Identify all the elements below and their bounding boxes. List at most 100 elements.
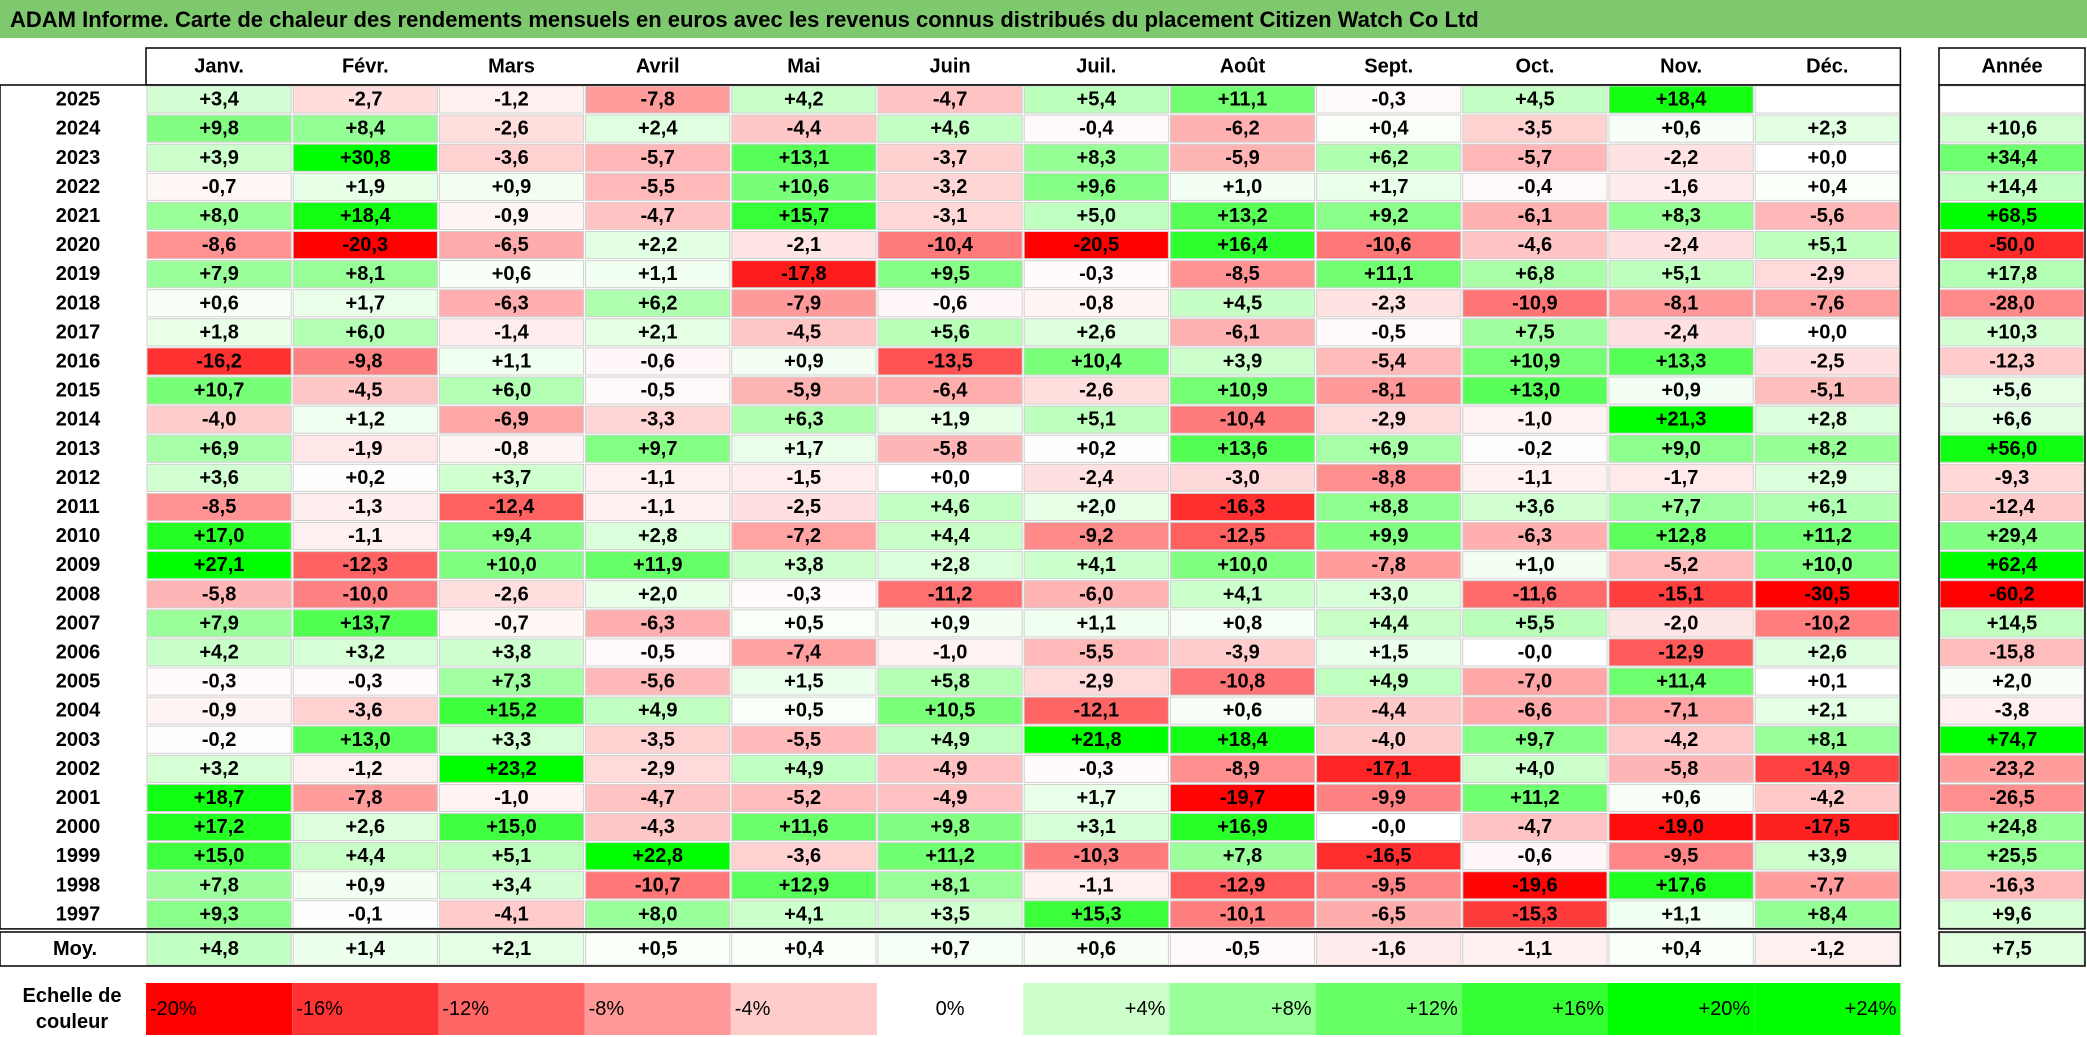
heatmap-cell — [146, 725, 292, 754]
heatmap-cell-value: +4,9 — [930, 729, 969, 751]
month-header-1: Janv. — [194, 56, 244, 78]
heatmap-cell — [292, 231, 438, 260]
heatmap-cell-value: -6,6 — [1518, 700, 1552, 722]
heatmap-cell — [1169, 405, 1316, 434]
heatmap-cell-value: +17,2 — [194, 816, 245, 838]
heatmap-cell-value: -7,9 — [787, 292, 821, 314]
heatmap-cell — [1754, 638, 1900, 667]
heatmap-cell-value: -1,2 — [494, 89, 528, 111]
year-label-2016: 2016 — [56, 350, 101, 372]
heatmap-cell-value: -2,9 — [1371, 409, 1405, 431]
heatmap-cell-value: -2,4 — [1664, 234, 1699, 256]
heatmap-cell-value: +3,4 — [492, 874, 532, 896]
month-header-5: Mai — [787, 56, 820, 78]
annual-cell — [1939, 696, 2085, 725]
heatmap-cell-value: -0,1 — [348, 903, 382, 925]
heatmap-cell-value: +4,6 — [930, 118, 969, 140]
heatmap-cell — [585, 434, 731, 463]
heatmap-cell — [1462, 551, 1608, 580]
heatmap-cell — [877, 376, 1023, 405]
heatmap-cell-value: -4,2 — [1664, 729, 1698, 751]
heatmap-cell — [1754, 143, 1900, 172]
heatmap-cell — [877, 114, 1023, 143]
heatmap-cell — [731, 609, 877, 638]
heatmap-cell — [1754, 725, 1900, 754]
heatmap-cell-value: -2,6 — [494, 118, 528, 140]
heatmap-cell — [585, 813, 731, 842]
heatmap-cell — [146, 405, 292, 434]
heatmap-cell-value: +11,6 — [779, 816, 829, 838]
heatmap-cell — [731, 463, 877, 492]
heatmap-cell — [1608, 231, 1754, 260]
annual-cell — [1939, 871, 2085, 900]
heatmap-cell-value: -4,5 — [787, 321, 821, 343]
heatmap-cell — [585, 638, 731, 667]
heatmap-cell-value: +12,9 — [779, 874, 830, 896]
heatmap-cell — [146, 289, 292, 318]
heatmap-cell-value: -2,1 — [787, 234, 821, 256]
annual-cell — [1939, 900, 2085, 929]
heatmap-cell-value: -4,9 — [933, 787, 967, 809]
heatmap-cell-value: +12,8 — [1656, 525, 1707, 547]
heatmap-cell-value: +1,8 — [199, 321, 238, 343]
heatmap-cell — [1169, 143, 1316, 172]
heatmap-cell-value: +1,7 — [1077, 787, 1116, 809]
heatmap-cell-value: -0,9 — [202, 700, 236, 722]
heatmap-cell — [1608, 871, 1754, 900]
heatmap-cell-value: -17,1 — [1366, 758, 1412, 780]
heatmap-cell — [1169, 260, 1316, 289]
heatmap-cell — [1608, 783, 1754, 813]
heatmap-cell-value: -9,8 — [348, 350, 382, 372]
heatmap-cell-value: -2,9 — [1079, 671, 1113, 693]
heatmap-cell-value: +9,8 — [930, 816, 969, 838]
heatmap-cell-value: +2,8 — [638, 525, 677, 547]
heatmap-cell-value: -0,5 — [1371, 321, 1405, 343]
heatmap-cell-value: -0,6 — [640, 350, 674, 372]
heatmap-cell-value: -1,4 — [494, 321, 529, 343]
heatmap-cell-value: +15,2 — [486, 700, 537, 722]
heatmap-cell — [1462, 522, 1608, 551]
heatmap-cell-value: +13,0 — [340, 729, 391, 751]
heatmap-cell-value: -10,2 — [1805, 612, 1851, 634]
scale-swatch-label: +4% — [1125, 998, 1166, 1020]
heatmap-cell — [146, 114, 292, 143]
annual-cell-value: -50,0 — [1989, 234, 2035, 256]
heatmap-cell-value: +27,1 — [194, 554, 245, 576]
heatmap-cell — [1169, 289, 1316, 318]
heatmap-cell-value: +9,9 — [1369, 525, 1408, 547]
heatmap-cell — [585, 85, 731, 114]
heatmap-cell — [1754, 260, 1900, 289]
heatmap-cell — [877, 725, 1023, 754]
heatmap-cell-value: -1,0 — [933, 641, 967, 663]
annual-cell — [1939, 725, 2085, 754]
annual-cell — [1939, 522, 2085, 551]
scale-swatch-label: 0% — [936, 998, 965, 1020]
heatmap-cell — [292, 318, 438, 347]
heatmap-cell — [877, 318, 1023, 347]
heatmap-cell-value: +8,2 — [1808, 438, 1847, 460]
heatmap-cell — [292, 260, 438, 289]
heatmap-cell-value: +7,7 — [1661, 496, 1700, 518]
heatmap-cell-value: -0,2 — [1518, 438, 1552, 460]
heatmap-cell — [877, 260, 1023, 289]
heatmap-cell-value: +4,4 — [930, 525, 970, 547]
heatmap-cell-value: -2,6 — [1079, 380, 1113, 402]
heatmap-cell-value: -10,7 — [635, 874, 681, 896]
heatmap-cell — [731, 260, 877, 289]
heatmap-cell-value: -0,4 — [1518, 176, 1553, 198]
heatmap-cell-value: -12,1 — [1074, 700, 1120, 722]
heatmap-cell-value: -8,8 — [1371, 467, 1405, 489]
heatmap-cell-value: +1,2 — [346, 409, 385, 431]
heatmap-cell-value: -9,5 — [1664, 845, 1698, 867]
heatmap-cell-value: +2,2 — [638, 234, 677, 256]
heatmap-cell-value: -1,0 — [494, 787, 528, 809]
heatmap-cell — [292, 289, 438, 318]
year-label-2005: 2005 — [56, 671, 101, 693]
heatmap-cell — [438, 260, 585, 289]
heatmap-cell — [731, 580, 877, 609]
heatmap-cell-value: -0,8 — [1079, 292, 1113, 314]
heatmap-cell-value: -0,3 — [1079, 758, 1113, 780]
annual-cell-value: +10,6 — [1987, 118, 2038, 140]
heatmap-cell — [1608, 289, 1754, 318]
